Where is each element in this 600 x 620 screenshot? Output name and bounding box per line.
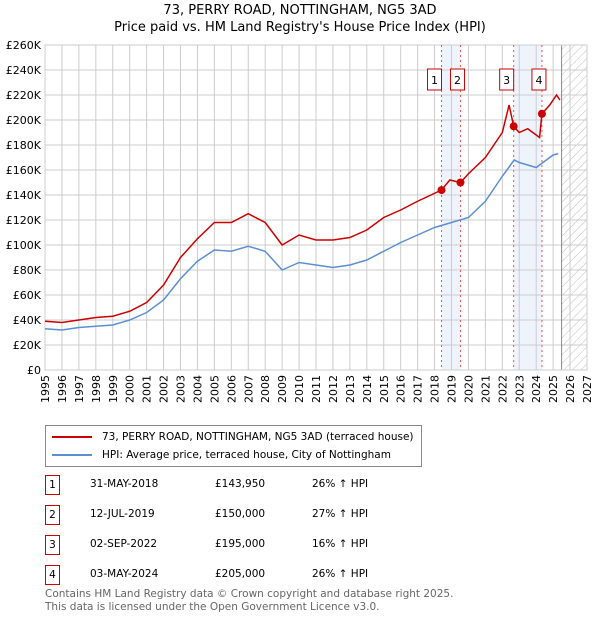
x-tick-label: 2026 [564, 375, 577, 403]
x-tick-label: 2007 [242, 375, 255, 403]
x-tick-label: 2018 [429, 375, 442, 403]
sale-hpi-diff: 16% ↑ HPI [312, 538, 369, 550]
sale-row: 2 12-JUL-2019 £150,000 27% ↑ HPI [45, 505, 445, 525]
x-tick-label: 2023 [513, 375, 526, 403]
y-tick-label: £240K [6, 64, 42, 77]
sale-price: £143,950 [215, 478, 266, 490]
x-tick-label: 2025 [547, 375, 560, 403]
x-tick-label: 1999 [107, 375, 120, 403]
hpi-line [44, 153, 559, 331]
x-tick-label: 1996 [56, 375, 69, 403]
sale-label-box [449, 68, 465, 91]
footer-licence: This data is licensed under the Open Gov… [45, 601, 380, 613]
legend-label-hpi: HPI: Average price, terraced house, City… [102, 449, 391, 461]
x-tick-label: 2024 [530, 375, 543, 403]
x-tick-label: 2002 [158, 375, 171, 403]
sale-point-3 [509, 122, 518, 131]
y-tick-label: £0 [27, 364, 41, 377]
legend-swatch-hpi [52, 454, 92, 456]
sale-number-badge: 3 [45, 535, 60, 555]
y-tick-label: £40K [13, 314, 42, 327]
x-tick-label: 1995 [39, 375, 52, 403]
x-tick-label: 2010 [293, 375, 306, 403]
x-tick-label: 2001 [141, 375, 154, 403]
y-tick-label: £180K [6, 139, 42, 152]
sale-row: 1 31-MAY-2018 £143,950 26% ↑ HPI [45, 475, 445, 495]
sale-row: 4 03-MAY-2024 £205,000 26% ↑ HPI [45, 565, 445, 585]
x-tick-label: 2016 [395, 375, 408, 403]
x-tick-label: 2008 [259, 375, 272, 403]
sale-price: £195,000 [215, 538, 266, 550]
plot-area: 1995 1996 1997 1998 1999 2000 2001 2002 2003 2004… [6, 39, 594, 403]
sale-date: 31-MAY-2018 [90, 478, 159, 490]
highlight-span [441, 45, 461, 370]
x-tick-label: 2004 [191, 375, 204, 403]
y-tick-label: £100K [6, 239, 42, 252]
x-tick-label: 2020 [462, 375, 475, 403]
sale-hpi-diff: 27% ↑ HPI [312, 508, 369, 520]
sale-label-1: 1 [431, 74, 438, 87]
x-tick-label: 2000 [124, 375, 137, 403]
legend-label-property: 73, PERRY ROAD, NOTTINGHAM, NG5 3AD (ter… [102, 431, 414, 443]
y-tick-label: £220K [6, 89, 42, 102]
sale-hpi-diff: 26% ↑ HPI [312, 478, 369, 490]
x-tick-label: 2006 [225, 375, 238, 403]
y-tick-label: £260K [6, 39, 42, 52]
x-tick-label: 2014 [361, 375, 374, 403]
chart-title: 73, PERRY ROAD, NOTTINGHAM, NG5 3AD [163, 3, 437, 18]
x-tick-label: 2009 [276, 375, 289, 403]
x-tick-label: 2015 [378, 375, 391, 403]
plot-border [44, 44, 588, 371]
footer-copyright: Contains HM Land Registry data © Crown c… [45, 588, 454, 600]
y-tick-label: £120K [6, 214, 42, 227]
sale-hpi-diff: 26% ↑ HPI [312, 568, 369, 580]
highlight-span [513, 45, 542, 370]
sale-price: £150,000 [215, 508, 266, 520]
y-tick-label: £200K [6, 114, 42, 127]
y-tick-label: £160K [6, 164, 42, 177]
sale-point-1 [437, 186, 446, 195]
x-tick-label: 2022 [496, 375, 509, 403]
property-price-line [44, 93, 561, 324]
sale-label-2: 2 [454, 74, 461, 87]
x-tick-label: 1997 [73, 375, 86, 403]
sale-row: 3 02-SEP-2022 £195,000 16% ↑ HPI [45, 535, 445, 555]
sale-point-4 [537, 109, 546, 118]
sale-label-box [427, 68, 443, 91]
chart-subtitle: Price paid vs. HM Land Registry's House … [114, 20, 486, 35]
sale-point-2 [456, 178, 465, 187]
sale-number-badge: 4 [45, 565, 60, 585]
x-tick-label: 2019 [446, 375, 459, 403]
sale-price: £205,000 [215, 568, 266, 580]
x-tick-label: 2011 [310, 375, 323, 403]
sale-label-3: 3 [503, 74, 510, 87]
sale-label-box [499, 68, 515, 91]
y-tick-label: £20K [13, 339, 42, 352]
sale-number-badge: 1 [45, 475, 60, 495]
y-tick-label: £140K [6, 189, 42, 202]
sale-label-4: 4 [535, 74, 542, 87]
x-tick-label: 2017 [412, 375, 425, 403]
y-tick-label: £60K [13, 289, 42, 302]
footer: Contains HM Land Registry data © Crown c… [45, 588, 453, 614]
x-tick-label: 2005 [208, 375, 221, 403]
sale-number-badge: 2 [45, 505, 60, 525]
x-tick-label: 2003 [175, 375, 188, 403]
y-tick-label: £80K [13, 264, 42, 277]
sale-date: 03-MAY-2024 [90, 568, 159, 580]
legend-swatch-property [52, 436, 92, 438]
x-tick-label: 1998 [90, 375, 103, 403]
x-tick-label: 2021 [479, 375, 492, 403]
sale-date: 12-JUL-2019 [90, 508, 155, 520]
sale-label-box [531, 68, 547, 91]
x-tick-label: 2012 [327, 375, 340, 403]
forecast-hatch [561, 45, 587, 370]
sale-date: 02-SEP-2022 [90, 538, 158, 550]
x-tick-label: 2013 [344, 375, 357, 403]
x-tick-label: 2027 [581, 375, 594, 403]
legend: 73, PERRY ROAD, NOTTINGHAM, NG5 3AD (ter… [45, 425, 422, 467]
